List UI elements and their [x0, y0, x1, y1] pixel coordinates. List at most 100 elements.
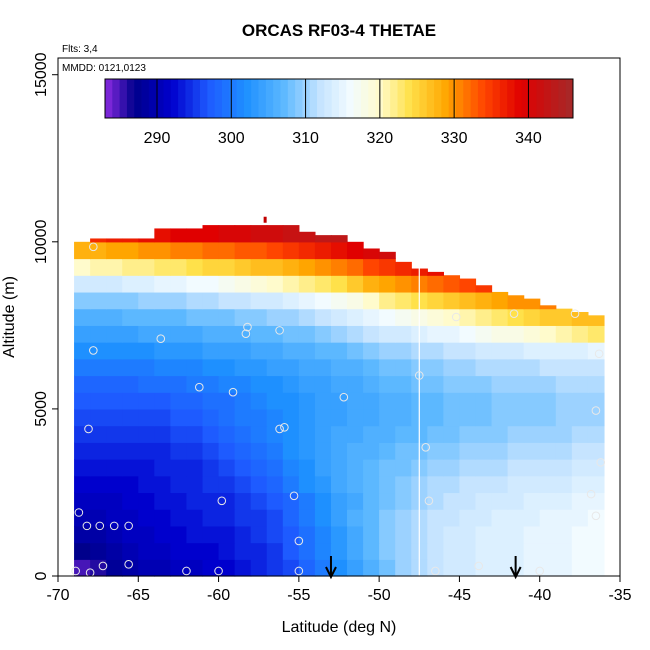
field-cell — [443, 542, 461, 560]
field-cell — [218, 408, 236, 427]
field-cell — [459, 375, 477, 393]
field-cell — [491, 308, 509, 326]
field-cell — [282, 342, 300, 360]
field-cell — [266, 225, 284, 243]
field-cell — [218, 308, 236, 326]
flight-marker — [586, 489, 596, 499]
field-cell — [330, 392, 348, 410]
field-cell — [234, 425, 252, 443]
field-cell — [379, 525, 396, 544]
field-cell — [74, 525, 91, 544]
colorbar-segment — [222, 79, 230, 118]
field-cell — [379, 275, 396, 293]
field-cell — [363, 475, 380, 494]
field-cell — [138, 291, 155, 310]
field-cell — [202, 525, 220, 544]
colorbar-segment — [448, 79, 457, 118]
field-cell — [90, 425, 107, 443]
field-cell — [363, 258, 380, 276]
colorbar-segment — [456, 79, 464, 118]
colorbar-segment — [302, 79, 311, 118]
flight-marker — [421, 443, 431, 452]
colorbar-segment — [477, 79, 486, 118]
field-cell — [186, 358, 204, 377]
field-cell — [138, 342, 155, 360]
field-cell — [443, 525, 461, 544]
field-cell — [266, 408, 284, 427]
field-cell — [539, 325, 557, 343]
field-cell — [138, 475, 155, 494]
colorbar-segment — [207, 79, 216, 118]
field-cell — [90, 238, 107, 243]
field-cell — [218, 291, 236, 310]
colorbar-segment — [317, 79, 325, 118]
field-cell — [314, 358, 332, 377]
field-cell — [234, 225, 252, 243]
colorbar-segment — [434, 79, 442, 118]
field-cell — [443, 291, 461, 310]
field-cell — [298, 392, 316, 410]
field-cell — [539, 308, 557, 326]
field-cell — [186, 509, 204, 527]
x-tick-label: -55 — [287, 587, 310, 604]
field-cell — [138, 408, 155, 427]
field-cell — [330, 475, 348, 494]
field-cell — [122, 542, 139, 560]
field-cell — [363, 442, 380, 460]
field-cell — [106, 308, 123, 326]
flight-marker — [294, 566, 304, 576]
x-axis-label: Latitude (deg N) — [282, 619, 397, 636]
field-cell — [154, 475, 171, 494]
field-cell — [170, 425, 188, 443]
field-cell — [507, 375, 525, 393]
field-cell — [587, 509, 605, 527]
down-arrow-head — [325, 566, 337, 580]
field-cell — [282, 308, 300, 326]
flight-marker — [424, 496, 434, 506]
field-cell — [459, 308, 477, 326]
field-cell — [138, 308, 155, 326]
field-cell — [250, 542, 268, 560]
field-cell — [250, 358, 268, 377]
colorbar-segment — [331, 79, 340, 118]
field-cell — [347, 492, 364, 510]
field-cell — [475, 325, 493, 343]
field-cell — [347, 258, 364, 276]
colorbar-tick-label: 320 — [367, 130, 394, 147]
field-cell — [507, 509, 525, 527]
colorbar: 290 300 310 320 330 340 — [104, 78, 574, 147]
field-cell — [587, 475, 605, 494]
x-tick-label: -45 — [448, 587, 471, 604]
field-cell — [266, 258, 284, 276]
field-cell — [250, 342, 268, 360]
field-cell — [298, 342, 316, 360]
field-cell — [282, 291, 300, 310]
flight-marker — [89, 346, 98, 355]
field-cell — [282, 325, 300, 343]
field-cell — [218, 258, 236, 276]
field-cell — [234, 509, 252, 527]
field-cell — [507, 358, 525, 377]
field-cell — [74, 342, 91, 360]
field-cell — [138, 542, 155, 560]
field-cell — [234, 358, 252, 377]
field-cell — [154, 408, 171, 427]
colorbar-segment — [200, 79, 208, 118]
field-cell — [234, 525, 252, 544]
field-cell — [555, 325, 573, 343]
field-cell — [587, 375, 605, 393]
field-cell — [138, 358, 155, 377]
field-cell — [475, 342, 493, 360]
field-cell — [106, 559, 123, 577]
field-cell — [427, 375, 444, 393]
field-cell — [218, 241, 236, 260]
field-cell — [314, 425, 332, 443]
field-cell — [571, 475, 589, 494]
field-cell — [491, 358, 509, 377]
field-cell — [571, 392, 589, 410]
field-cell — [507, 525, 525, 544]
colorbar-segment — [360, 79, 369, 118]
field-cell — [234, 325, 252, 343]
field-cell — [186, 425, 204, 443]
